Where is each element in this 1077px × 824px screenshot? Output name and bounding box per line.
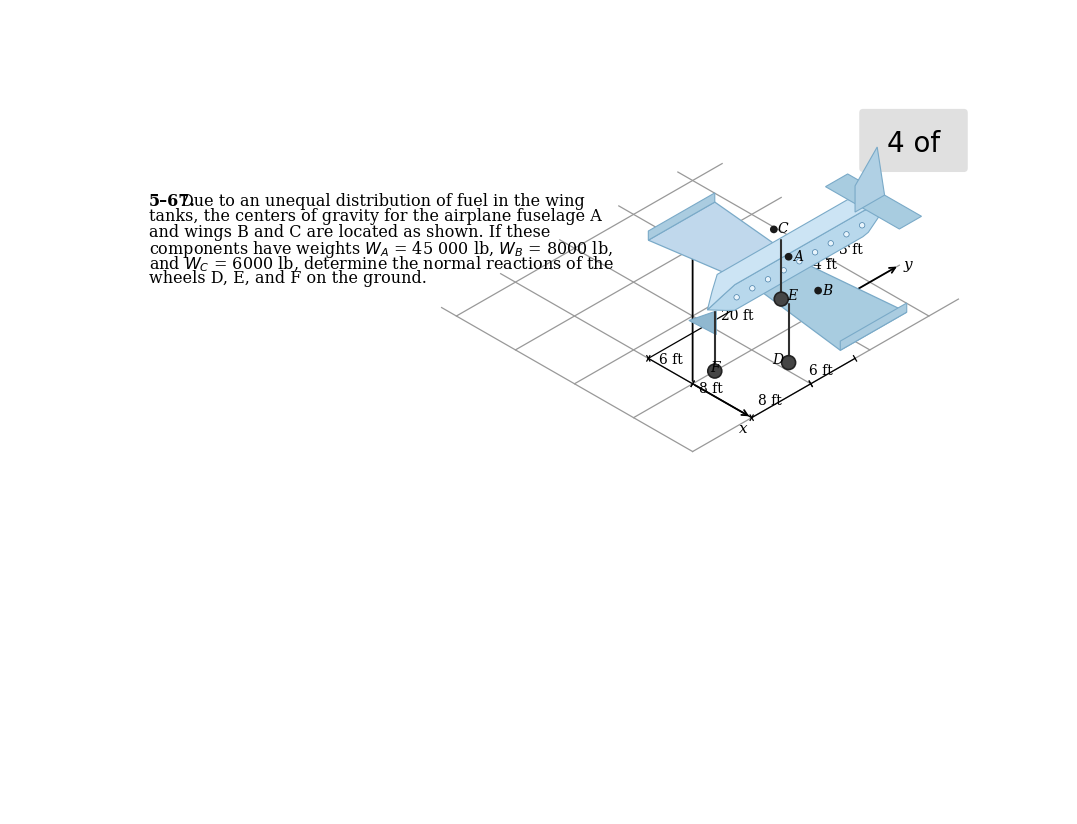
Circle shape — [782, 356, 796, 369]
Polygon shape — [648, 193, 715, 240]
Polygon shape — [840, 303, 907, 350]
Text: D: D — [772, 353, 783, 367]
Circle shape — [843, 232, 849, 237]
Text: tanks, the centers of gravity for the airplane fuselage A: tanks, the centers of gravity for the ai… — [149, 208, 601, 225]
Polygon shape — [648, 202, 796, 284]
Text: 5–67.: 5–67. — [149, 193, 195, 210]
Circle shape — [766, 277, 771, 282]
Text: C: C — [778, 222, 788, 236]
Text: y: y — [904, 258, 912, 272]
Polygon shape — [825, 174, 922, 229]
Text: z: z — [695, 208, 703, 222]
Text: and $W_C$ = 6000 lb, determine the normal reactions of the: and $W_C$ = 6000 lb, determine the norma… — [149, 255, 613, 274]
Polygon shape — [689, 311, 716, 335]
Text: 6 ft: 6 ft — [810, 364, 834, 378]
Polygon shape — [708, 199, 884, 310]
Text: wheels D, E, and F on the ground.: wheels D, E, and F on the ground. — [149, 269, 426, 287]
Circle shape — [859, 222, 865, 228]
Polygon shape — [708, 208, 884, 311]
Polygon shape — [855, 147, 884, 212]
Text: F: F — [710, 361, 719, 375]
Text: 20 ft: 20 ft — [722, 309, 754, 323]
Text: 4 of: 4 of — [887, 129, 940, 157]
Text: 3 ft: 3 ft — [839, 243, 863, 257]
Text: B: B — [823, 283, 833, 297]
Text: 6 ft: 6 ft — [659, 353, 683, 367]
Circle shape — [797, 259, 802, 264]
Text: and wings B and C are located as shown. If these: and wings B and C are located as shown. … — [149, 223, 550, 241]
Circle shape — [750, 286, 755, 291]
Circle shape — [785, 253, 793, 260]
FancyBboxPatch shape — [859, 109, 968, 172]
Circle shape — [770, 226, 778, 233]
Circle shape — [781, 268, 786, 273]
Text: 8 ft: 8 ft — [758, 394, 782, 408]
Text: 8 ft: 8 ft — [699, 382, 723, 396]
Text: components have weights $W_A$ = 45 000 lb, $W_B$ = 8000 lb,: components have weights $W_A$ = 45 000 l… — [149, 239, 613, 260]
Circle shape — [812, 250, 817, 255]
Circle shape — [814, 287, 822, 294]
Text: A: A — [793, 250, 802, 264]
Circle shape — [774, 293, 788, 306]
Text: E: E — [787, 289, 797, 303]
Text: 4 ft: 4 ft — [813, 258, 837, 272]
Circle shape — [828, 241, 834, 246]
Circle shape — [708, 364, 722, 378]
Polygon shape — [752, 259, 907, 350]
Text: x: x — [739, 422, 747, 436]
Circle shape — [733, 295, 739, 300]
Text: Due to an unequal distribution of fuel in the wing: Due to an unequal distribution of fuel i… — [181, 193, 585, 210]
